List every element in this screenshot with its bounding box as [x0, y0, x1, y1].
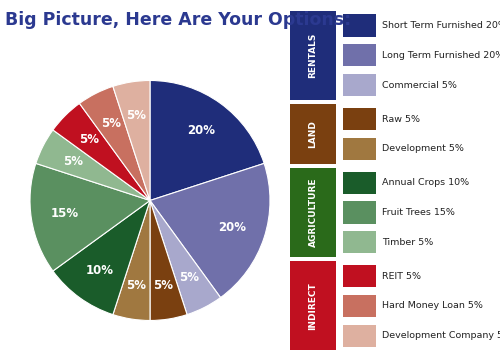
Bar — [342, 14, 376, 37]
Wedge shape — [36, 130, 150, 200]
Bar — [342, 231, 376, 253]
Bar — [290, 104, 336, 164]
Text: 20%: 20% — [187, 124, 215, 137]
Bar — [290, 11, 336, 100]
Text: 5%: 5% — [63, 155, 83, 168]
Text: RENTALS: RENTALS — [308, 33, 318, 78]
Text: 15%: 15% — [50, 208, 78, 221]
Text: Long Term Furnished 20%: Long Term Furnished 20% — [382, 51, 500, 60]
Text: Raw 5%: Raw 5% — [382, 115, 420, 124]
Bar — [342, 265, 376, 287]
Wedge shape — [150, 81, 264, 200]
Text: Development 5%: Development 5% — [382, 144, 464, 153]
Text: Development Company 5%: Development Company 5% — [382, 331, 500, 340]
Wedge shape — [80, 86, 150, 200]
Bar — [342, 201, 376, 223]
Text: Timber 5%: Timber 5% — [382, 238, 434, 247]
Text: 5%: 5% — [154, 279, 174, 292]
Text: 5%: 5% — [126, 279, 146, 292]
Wedge shape — [150, 200, 187, 320]
Text: Hard Money Loan 5%: Hard Money Loan 5% — [382, 301, 484, 310]
Wedge shape — [113, 81, 150, 200]
Text: AGRICULTURE: AGRICULTURE — [308, 178, 318, 247]
Bar — [342, 74, 376, 96]
Bar — [342, 108, 376, 130]
Bar — [290, 261, 336, 350]
Text: 5%: 5% — [79, 133, 99, 146]
Wedge shape — [53, 103, 150, 200]
Bar — [342, 172, 376, 194]
Text: Fruit Trees 15%: Fruit Trees 15% — [382, 208, 456, 217]
Wedge shape — [113, 200, 150, 320]
Text: 5%: 5% — [126, 108, 146, 122]
Text: 20%: 20% — [218, 221, 246, 234]
Text: 5%: 5% — [179, 271, 199, 284]
Text: Short Term Furnished 20%: Short Term Furnished 20% — [382, 21, 500, 30]
Wedge shape — [150, 163, 270, 297]
Bar — [342, 295, 376, 317]
Bar — [290, 168, 336, 257]
Wedge shape — [150, 200, 220, 315]
Text: REIT 5%: REIT 5% — [382, 272, 422, 281]
Wedge shape — [30, 163, 150, 271]
Wedge shape — [53, 200, 150, 315]
Text: Big Picture, Here Are Your Options:: Big Picture, Here Are Your Options: — [5, 11, 351, 29]
Text: LAND: LAND — [308, 120, 318, 148]
Text: 10%: 10% — [85, 264, 113, 277]
Bar — [342, 44, 376, 67]
Bar — [342, 138, 376, 160]
Text: Commercial 5%: Commercial 5% — [382, 81, 458, 90]
Text: 5%: 5% — [101, 117, 121, 130]
Bar — [342, 325, 376, 347]
Text: INDIRECT: INDIRECT — [308, 282, 318, 330]
Text: Annual Crops 10%: Annual Crops 10% — [382, 178, 470, 187]
